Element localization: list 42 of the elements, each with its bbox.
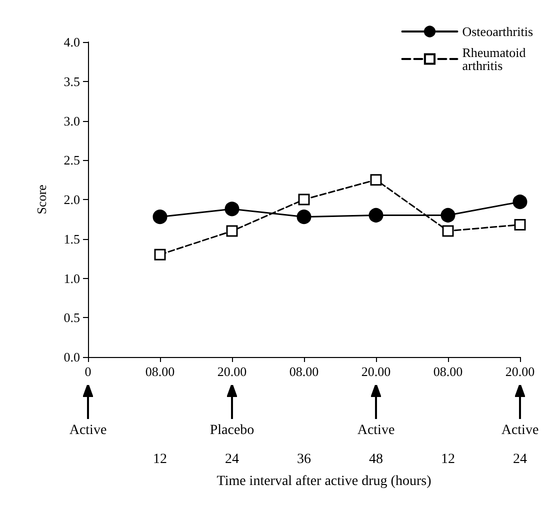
y-tick-label: 0.0 (64, 350, 80, 364)
point (440, 208, 456, 222)
text: 12 (153, 452, 167, 468)
x-tick-label: 08.00 (433, 364, 463, 379)
y-tick-label: 3.5 (64, 74, 80, 89)
text: 24 (513, 452, 527, 468)
text: Time interval after active drug (hours) (216, 474, 432, 490)
point (224, 202, 240, 216)
point (512, 194, 528, 210)
y-tick-label: 3.0 (64, 113, 80, 128)
y-tick-label: 2.5 (64, 152, 80, 168)
point (152, 210, 168, 224)
y-tick-label: 4.0 (64, 34, 80, 50)
x-tick-label: 20.00 (217, 364, 247, 379)
text: Active (357, 423, 395, 439)
legend-label: Rheumatoid arthritis (462, 45, 530, 73)
text: Active (69, 423, 107, 439)
y-tick-label: 2.0 (64, 192, 80, 207)
x-tick-label: 20.00 (361, 364, 391, 379)
point (154, 248, 166, 260)
text: 24 (225, 452, 239, 468)
text: 48 (369, 452, 383, 468)
point (368, 208, 384, 222)
text: 12 (441, 452, 455, 468)
y-tick-label: 1.5 (64, 231, 80, 246)
point (514, 218, 526, 230)
x-tick-label: 20.00 (505, 364, 535, 379)
point (298, 194, 310, 206)
point (226, 225, 238, 237)
legend-label: Osteoarthritis (462, 24, 533, 39)
x-tick-label: 08.00 (289, 364, 319, 379)
x-tick-label: 08.00 (145, 364, 175, 379)
y-axis-title: Score (34, 184, 49, 214)
point (442, 225, 454, 237)
text: 36 (297, 452, 311, 468)
point (296, 210, 312, 224)
point (370, 174, 382, 186)
y-tick-label: 0.5 (64, 310, 80, 326)
x-tick-label: 0 (84, 364, 92, 379)
text: Placebo (210, 423, 254, 439)
y-tick-label: 1.0 (64, 270, 80, 286)
text: Active (501, 423, 539, 439)
